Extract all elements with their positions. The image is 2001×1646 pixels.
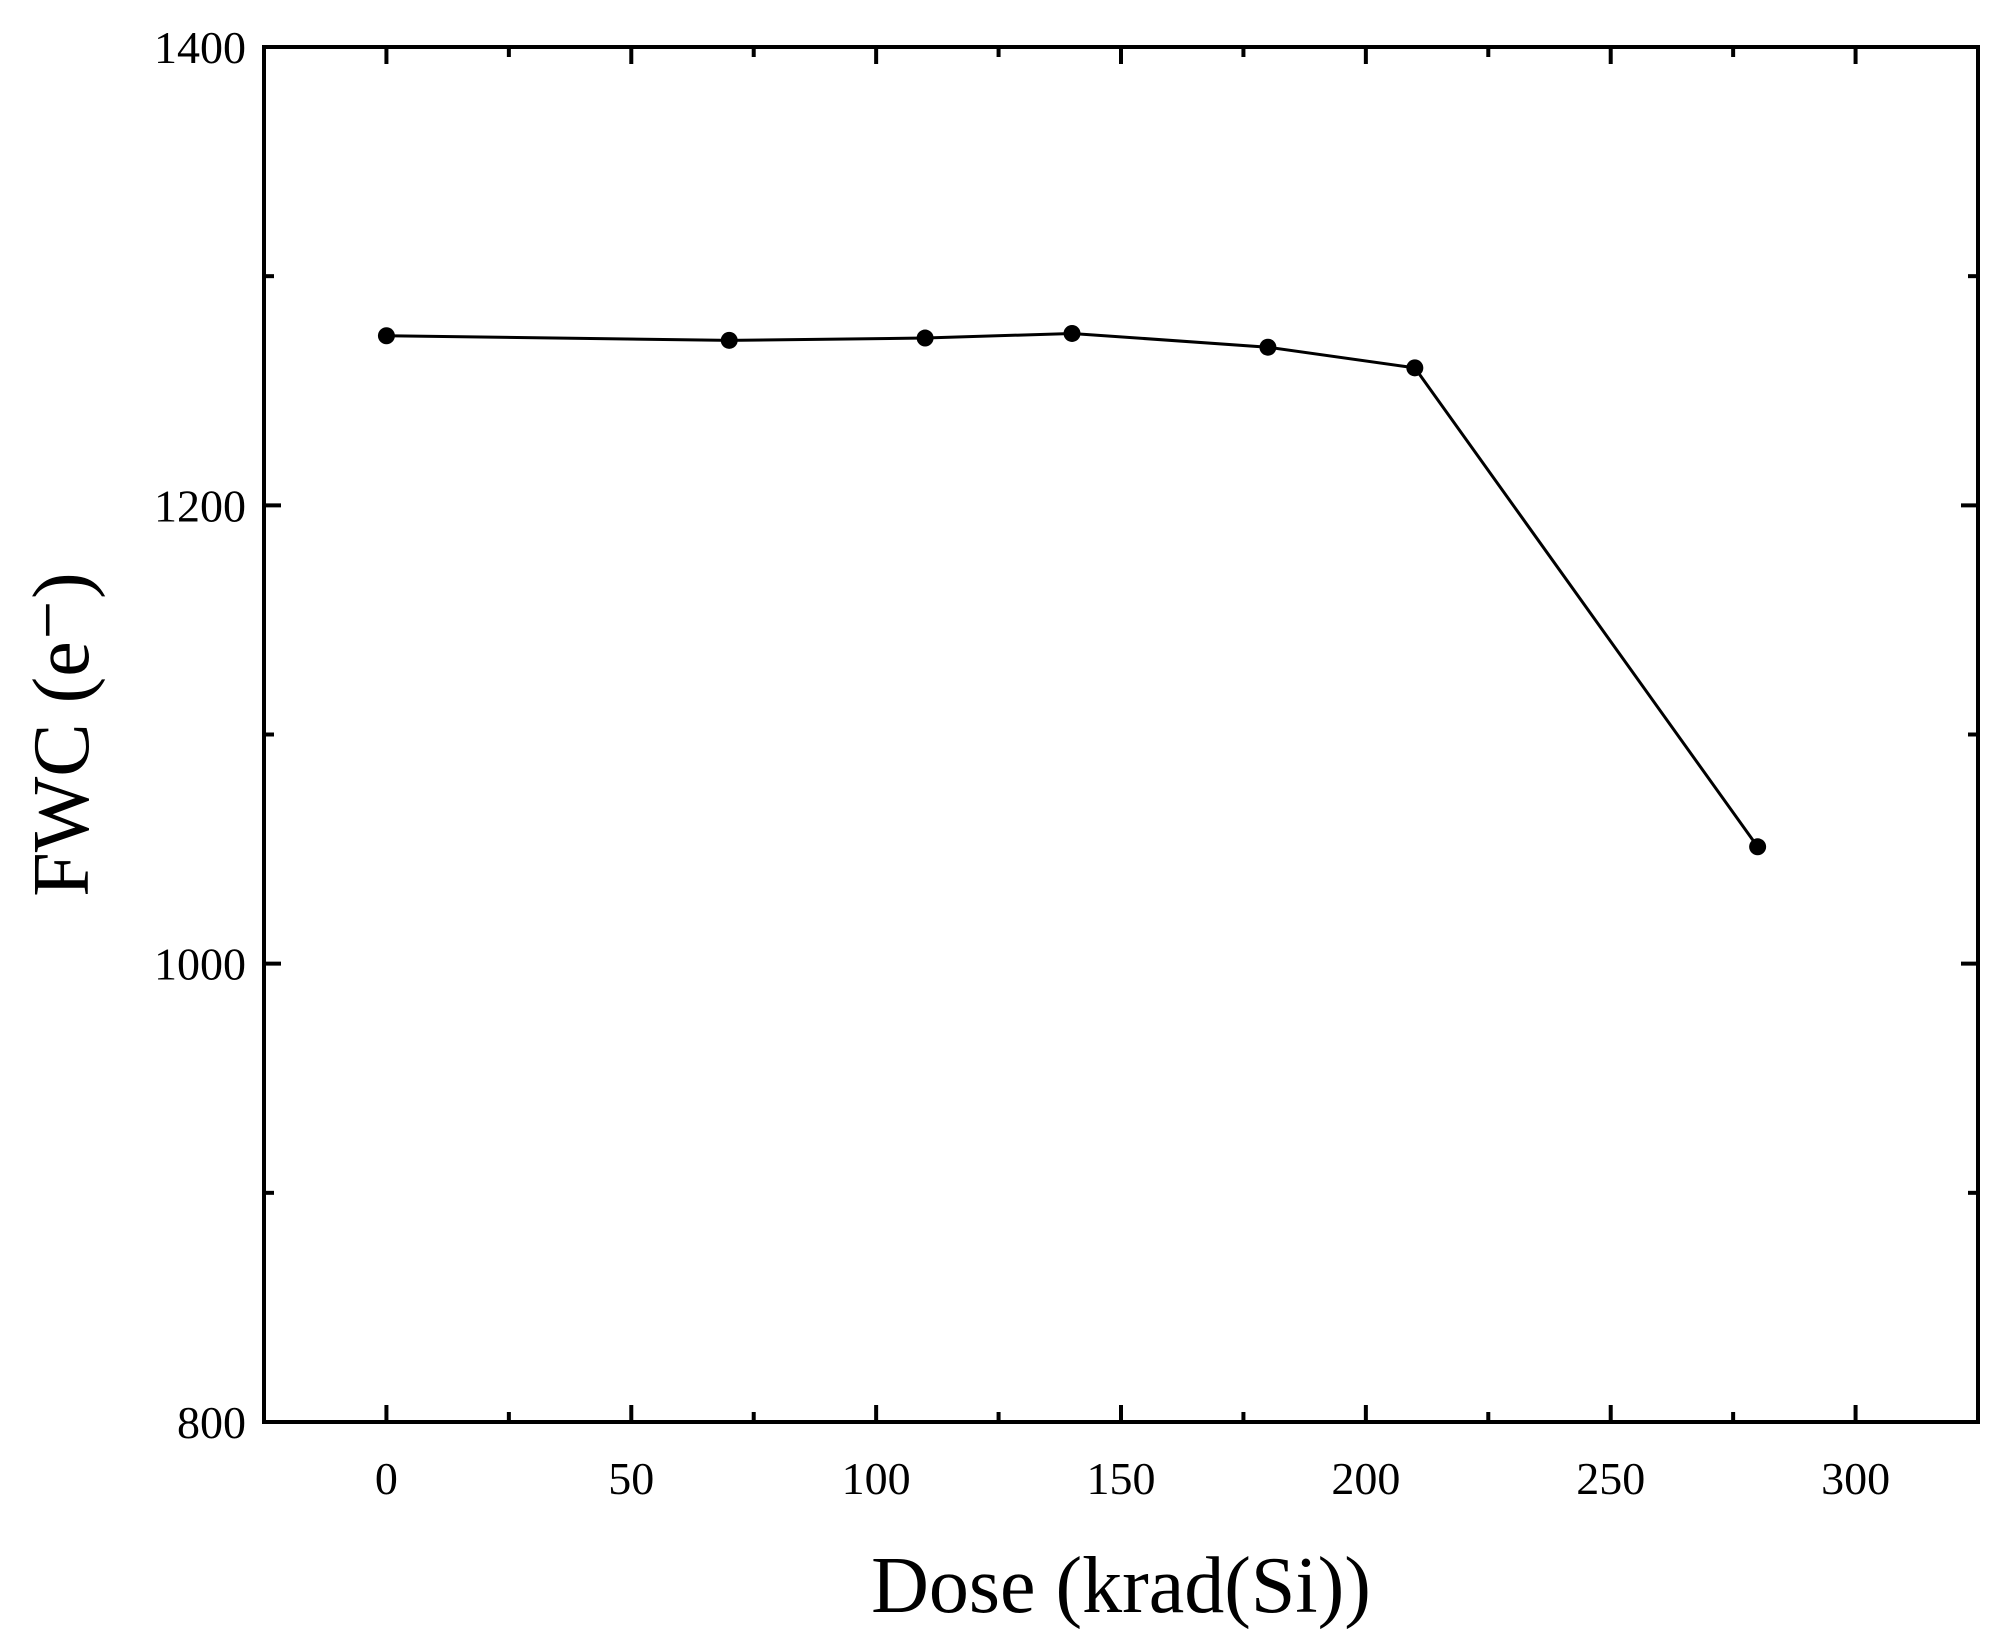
series-line	[386, 331, 1759, 848]
series-layer	[377, 324, 1767, 856]
x-tick-label: 250	[1576, 1453, 1645, 1504]
labels-layer: 0 50 100 150 200 250 300 800 1000 1200 1400	[154, 22, 1890, 1504]
x-tick-label: 150	[1087, 1453, 1156, 1504]
x-axis-title: Dose (krad(Si))	[871, 1542, 1371, 1630]
y-axis-title: FWC (e⁻)	[18, 572, 106, 896]
ticks-layer	[264, 45, 1978, 1424]
data-point	[1749, 838, 1767, 856]
y-tick-label: 800	[177, 1397, 246, 1448]
y-tick-label: 1000	[154, 939, 246, 990]
data-point	[1406, 359, 1424, 377]
data-point	[720, 331, 738, 349]
x-tick-label: 100	[842, 1453, 911, 1504]
y-tick-label: 1200	[154, 480, 246, 531]
x-tick-label: 50	[608, 1453, 654, 1504]
x-tick-label: 300	[1821, 1453, 1890, 1504]
plot-frame	[262, 45, 1980, 1424]
x-tick-label: 200	[1331, 1453, 1400, 1504]
data-point	[377, 327, 395, 345]
y-tick-label: 1400	[154, 22, 246, 73]
data-point	[916, 329, 934, 347]
data-point	[1063, 324, 1081, 342]
data-point	[1259, 338, 1277, 356]
x-tick-label: 0	[375, 1453, 398, 1504]
